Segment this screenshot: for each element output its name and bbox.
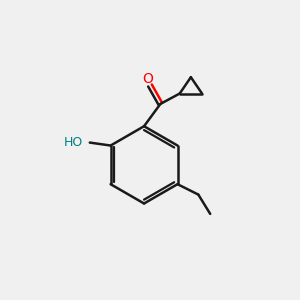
Text: O: O xyxy=(142,72,153,86)
Text: HO: HO xyxy=(64,136,83,149)
